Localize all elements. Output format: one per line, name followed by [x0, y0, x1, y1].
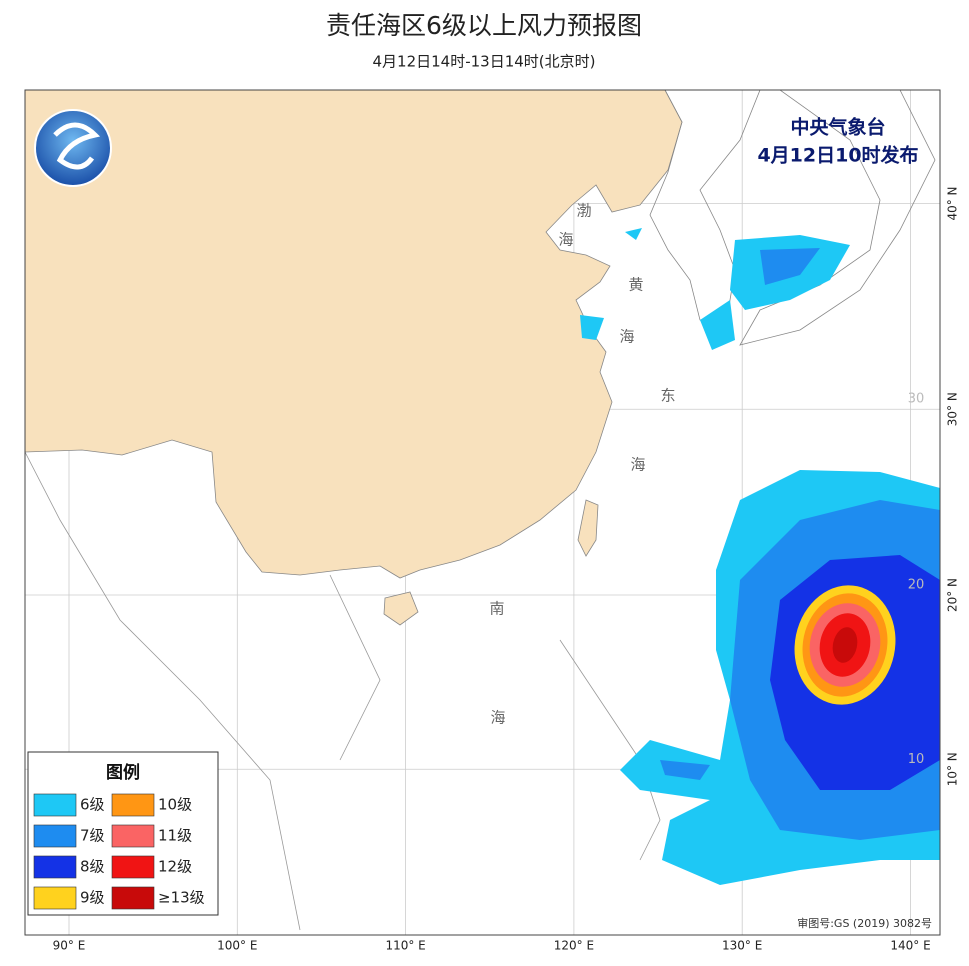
sea-label: 海 [490, 709, 505, 727]
legend-swatch [33, 855, 77, 879]
wind-area [700, 300, 735, 350]
inner-lat-label: 10 [908, 752, 925, 767]
legend-label: 12级 [158, 858, 192, 876]
legend-swatch [111, 855, 155, 879]
lon-label: 120° E [554, 939, 594, 953]
logo [34, 109, 112, 187]
map-frame [24, 89, 941, 936]
legend-title: 图例 [106, 762, 140, 783]
sea-label: 海 [619, 328, 634, 346]
sea-label: 黄 [628, 276, 643, 294]
lat-label: 40° N [946, 186, 960, 220]
lon-label: 140° E [890, 939, 930, 953]
issuer-time: 4月12日10时发布 [757, 144, 918, 167]
wind-area [660, 760, 710, 780]
issuer-name: 中央气象台 [790, 116, 885, 139]
legend-label: 11级 [158, 827, 192, 845]
taiwan [577, 499, 599, 557]
lat-label: 10° N [946, 752, 960, 786]
subtitle: 4月12日14时-13日14时(北京时) [372, 53, 595, 71]
legend-swatch [33, 824, 77, 848]
japan-outline [739, 90, 936, 346]
inner-lat-label: 20 [908, 578, 925, 593]
legend-swatch [111, 824, 155, 848]
legend-label: 9级 [80, 889, 105, 907]
hainan [383, 591, 419, 626]
lon-label: 130° E [722, 939, 762, 953]
lon-label: 110° E [385, 939, 425, 953]
legend-swatch [111, 793, 155, 817]
lat-label: 20° N [946, 578, 960, 612]
legend-label: 6级 [80, 796, 105, 814]
legend-swatch [33, 793, 77, 817]
legend-swatch [111, 886, 155, 910]
wind-areas [580, 228, 940, 885]
sea-label: 海 [558, 231, 573, 249]
wind-area [580, 315, 604, 340]
lon-label: 100° E [217, 939, 257, 953]
wind-area [760, 248, 820, 285]
title: 责任海区6级以上风力预报图 [326, 11, 642, 40]
inner-lat-label: 30 [908, 392, 925, 407]
approval-number: 审图号:GS (2019) 3082号 [797, 916, 932, 930]
legend: 图例 6级 7级 8级 9级 10级 11级 12级 ≥13级 [27, 751, 219, 916]
legend-label: 10级 [158, 796, 192, 814]
sea-label: 渤 [576, 202, 591, 220]
legend-label: ≥13级 [158, 889, 205, 907]
lon-label: 90° E [53, 939, 86, 953]
legend-swatch [33, 886, 77, 910]
lat-label: 30° N [946, 392, 960, 426]
china-land [25, 90, 683, 579]
sea-label: 海 [630, 456, 645, 474]
legend-label: 7级 [80, 827, 105, 845]
wind-core [832, 627, 858, 663]
logo-mark [53, 122, 101, 170]
wind-area [625, 228, 642, 240]
sea-label: 东 [660, 387, 675, 405]
sea-label: 南 [489, 600, 504, 618]
legend-label: 8级 [80, 858, 105, 876]
